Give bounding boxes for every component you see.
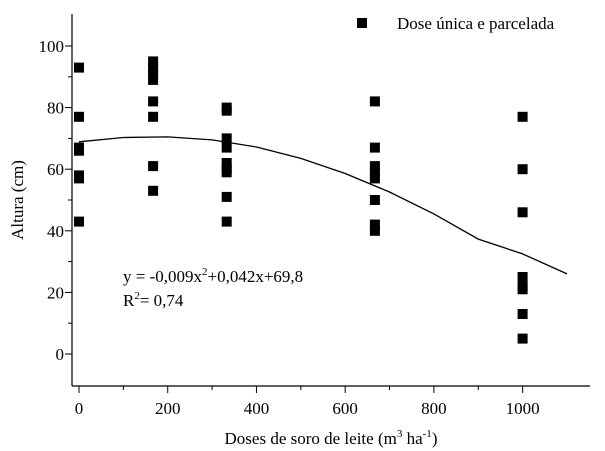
data-point	[221, 133, 232, 144]
y-tick-label: 60	[47, 160, 64, 179]
data-point	[221, 142, 232, 153]
x-axis-title-main: Doses de soro de leite (m	[225, 429, 397, 448]
data-point	[517, 272, 528, 282]
x-tick-label: 1000	[506, 399, 540, 418]
r-squared-label: R2= 0,74	[123, 290, 184, 310]
data-point	[369, 219, 380, 230]
data-point	[148, 68, 159, 79]
legend: Dose única e parcelada	[357, 14, 555, 33]
equation-prefix: y = -0,009x	[123, 267, 202, 286]
fit-curve-layer	[78, 136, 568, 275]
data-point	[221, 216, 232, 227]
x-axis-title-sup1: 3	[397, 428, 403, 440]
y-axis-title: Altura (cm)	[8, 160, 27, 240]
legend-marker	[357, 18, 367, 28]
x-axis-title-sup2: -1	[423, 428, 432, 440]
data-point	[74, 62, 84, 73]
data-point	[369, 195, 380, 205]
data-point	[74, 173, 84, 184]
data-point	[517, 207, 528, 218]
x-tick-label: 400	[244, 399, 270, 418]
data-point	[148, 74, 159, 85]
data-point	[74, 145, 84, 156]
data-point	[148, 62, 159, 73]
data-point	[369, 96, 380, 107]
data-point	[221, 191, 232, 202]
legend-label: Dose única e parcelada	[397, 14, 555, 33]
x-axis-title: Doses de soro de leite (m3 ha-1)	[225, 428, 438, 448]
data-point	[369, 173, 380, 184]
data-point	[74, 216, 84, 227]
data-point	[221, 105, 232, 116]
y-tick-label: 0	[56, 345, 65, 364]
x-tick-label: 800	[421, 399, 447, 418]
data-point	[221, 158, 232, 168]
x-tick-label: 200	[155, 399, 181, 418]
ticks: 0 200 400 600 800 1000 0 20 40 60 80 100	[39, 37, 540, 418]
x-tick-label: 0	[75, 399, 84, 418]
equation-superscript: 2	[202, 266, 208, 278]
r-squared-superscript: 2	[134, 290, 140, 302]
r-squared-prefix: R	[123, 291, 135, 310]
y-tick-label: 80	[47, 99, 64, 118]
data-point	[148, 161, 159, 172]
data-point	[148, 185, 159, 196]
data-point	[369, 167, 380, 178]
data-point	[369, 225, 380, 236]
data-point	[517, 164, 528, 175]
y-tick-label: 100	[39, 37, 65, 56]
data-point	[517, 309, 528, 319]
data-point	[369, 161, 380, 172]
regression-curve	[78, 136, 568, 275]
data-point	[517, 284, 528, 295]
equation-suffix: +0,042x+69,8	[208, 267, 304, 286]
y-tick-label: 20	[47, 283, 64, 302]
data-point	[148, 111, 159, 122]
data-point	[517, 333, 528, 344]
data-point	[74, 111, 84, 122]
data-points	[74, 56, 528, 344]
x-tick-label: 600	[332, 399, 358, 418]
data-point	[221, 167, 232, 178]
data-point	[148, 96, 159, 107]
equation-label: y = -0,009x2+0,042x+69,8	[123, 266, 303, 286]
data-point	[517, 111, 528, 122]
data-point	[369, 142, 380, 153]
data-point	[148, 56, 159, 67]
r-squared-suffix: = 0,74	[140, 291, 184, 310]
x-axis-title-end: )	[432, 429, 438, 448]
x-axis-title-mid: ha	[402, 429, 423, 448]
y-tick-label: 40	[47, 222, 64, 241]
